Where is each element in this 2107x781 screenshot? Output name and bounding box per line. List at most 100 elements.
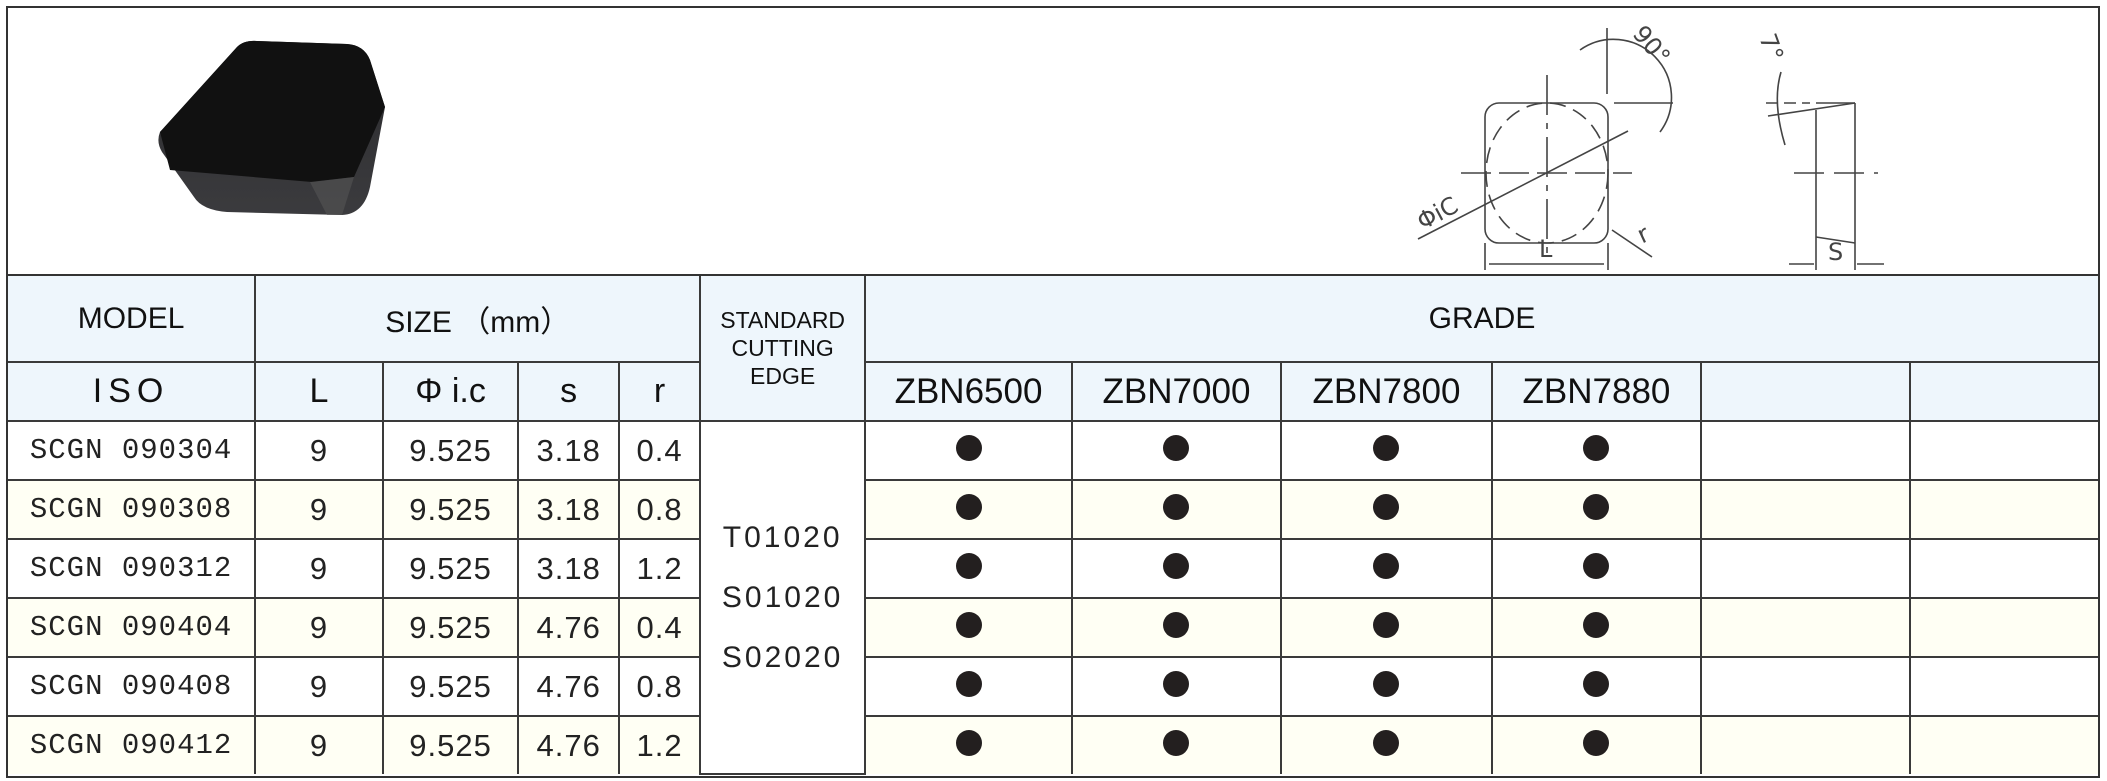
availability-dot-icon [1583, 729, 1610, 756]
grade-cell [1490, 597, 1702, 658]
grade-cell [1699, 479, 1911, 540]
ic-cell: 9.525 [381, 715, 520, 774]
grade-cell [1279, 479, 1493, 540]
table-row: SCGN 090304 9 9.525 3.18 0.4 T01020 S01020 S020… [8, 420, 2098, 775]
grade-cell [1699, 715, 1911, 774]
grade-cell [1490, 715, 1702, 774]
availability-dot-icon [955, 552, 982, 579]
s-cell: 4.76 [517, 656, 620, 717]
r-cell: 0.8 [617, 479, 702, 540]
ic-label: ΦiC [1412, 191, 1463, 236]
grade-cell [1699, 420, 1911, 481]
s-cell: 4.76 [517, 715, 620, 774]
availability-dot-icon [1163, 493, 1190, 520]
grade-cell [1279, 715, 1493, 774]
grade-cell [1071, 420, 1282, 481]
grade-cell [1279, 597, 1493, 658]
availability-dot-icon [1583, 670, 1610, 697]
table-row: SCGN 090404 9 9.525 4.76 0.4 [8, 597, 2098, 658]
l-cell: 9 [254, 656, 384, 717]
cutting-edge-code: T01020 [722, 520, 843, 554]
grade-cell [1908, 420, 2098, 481]
grade-cell [1908, 715, 2098, 774]
s-cell: 4.76 [517, 597, 620, 658]
iso-header: ISO [8, 361, 257, 422]
r-cell: 1.2 [617, 538, 702, 599]
grade-cell [1279, 420, 1493, 481]
availability-dot-icon [1163, 611, 1190, 638]
l-cell: 9 [254, 479, 384, 540]
header-row-1: MODEL SIZE （mm） STANDARD CUTTING EDGE GR… [8, 276, 2098, 422]
grade-cell [1279, 538, 1493, 599]
r-cell: 0.8 [617, 656, 702, 717]
table-row: SCGN 090408 9 9.525 4.76 0.8 [8, 656, 2098, 717]
availability-dot-icon [1373, 611, 1400, 638]
model-cell: SCGN 090312 [8, 538, 257, 599]
dimension-drawing: 90° 7° ΦiC r L S [1412, 20, 1884, 270]
availability-dot-icon [955, 729, 982, 756]
header-row-2: ISO L Φ i.c s r ZBN6500 ZBN7000 ZBN7800 … [8, 361, 2098, 422]
ic-cell: 9.525 [381, 479, 520, 540]
model-cell: SCGN 090304 [8, 420, 257, 481]
grade-cell [864, 420, 1073, 481]
grade-col-zbn7000: ZBN7000 [1071, 361, 1282, 422]
s-label: S [1828, 238, 1843, 266]
grade-cell [1699, 597, 1911, 658]
grade-col-zbn7800: ZBN7800 [1279, 361, 1493, 422]
table-row: SCGN 090412 9 9.525 4.76 1.2 [8, 715, 2098, 774]
r-cell: 1.2 [617, 715, 702, 774]
s-header: s [517, 361, 620, 422]
ic-cell: 9.525 [381, 656, 520, 717]
grade-cell [864, 715, 1073, 774]
grade-cell [1279, 656, 1493, 717]
header-line: STANDARD [720, 307, 846, 333]
grade-cell [1071, 656, 1282, 717]
grade-cell [1908, 656, 2098, 717]
table-row: SCGN 090308 9 9.525 3.18 0.8 [8, 479, 2098, 540]
grade-col-empty [1699, 361, 1911, 422]
insert-photo [158, 40, 385, 215]
availability-dot-icon [955, 493, 982, 520]
r-header: r [617, 361, 702, 422]
l-cell: 9 [254, 715, 384, 774]
cutting-edge-code: S02020 [721, 640, 844, 674]
grade-cell [1908, 538, 2098, 599]
header-line: CUTTING [731, 335, 834, 361]
grade-cell [1071, 597, 1282, 658]
l-cell: 9 [254, 597, 384, 658]
model-cell: SCGN 090308 [8, 479, 257, 540]
grade-cell [1071, 479, 1282, 540]
l-label: L [1539, 235, 1553, 263]
s-cell: 3.18 [517, 479, 620, 540]
availability-dot-icon [1163, 552, 1190, 579]
grade-cell [1490, 420, 1702, 481]
ic-cell: 9.525 [381, 597, 520, 658]
cutting-edge-code: S01020 [721, 580, 844, 614]
r-cell: 0.4 [617, 597, 702, 658]
grade-cell [1490, 479, 1702, 540]
availability-dot-icon [1373, 729, 1400, 756]
standard-cutting-edge-cell: T01020 S01020 S02020 [699, 420, 867, 775]
s-cell: 3.18 [517, 538, 620, 599]
availability-dot-icon [1373, 434, 1400, 461]
product-sheet: 90° 7° ΦiC r L S MODEL SIZE （mm） STANDAR… [6, 6, 2100, 778]
ic-header: Φ i.c [381, 361, 520, 422]
grade-col-zbn7880: ZBN7880 [1490, 361, 1702, 422]
availability-dot-icon [1373, 552, 1400, 579]
model-cell: SCGN 090404 [8, 597, 257, 658]
angle-7-label: 7° [1753, 30, 1789, 65]
grade-cell [1699, 538, 1911, 599]
model-header: MODEL [8, 276, 257, 363]
ic-cell: 9.525 [381, 538, 520, 599]
l-header: L [254, 361, 384, 422]
r-cell: 0.4 [617, 420, 702, 481]
standard-cutting-edge-header: STANDARD CUTTING EDGE [699, 276, 867, 422]
grade-header: GRADE [864, 276, 2098, 363]
spec-table: MODEL SIZE （mm） STANDARD CUTTING EDGE GR… [8, 276, 2098, 775]
size-header: SIZE （mm） [254, 276, 702, 363]
grade-col-empty [1908, 361, 2098, 422]
availability-dot-icon [1583, 611, 1610, 638]
availability-dot-icon [1163, 729, 1190, 756]
availability-dot-icon [1373, 493, 1400, 520]
r-label: r [1633, 220, 1654, 250]
